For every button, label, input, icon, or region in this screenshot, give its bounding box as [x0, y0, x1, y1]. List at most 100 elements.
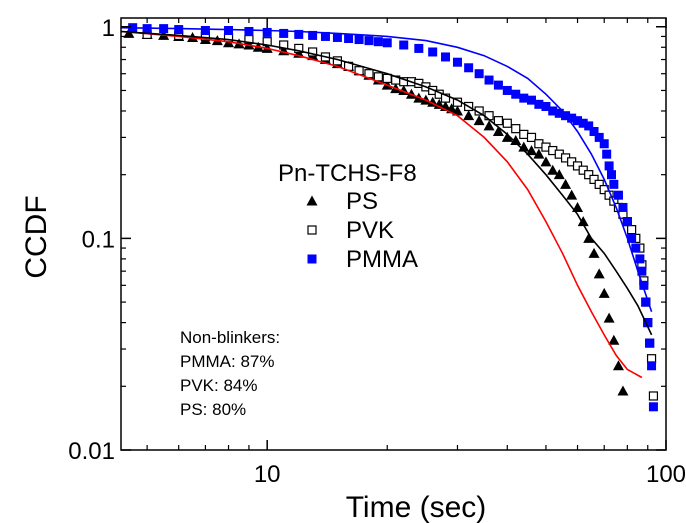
- data-point: [577, 216, 589, 227]
- annotation-line-3: PVK: 84%: [180, 376, 258, 395]
- data-point: [527, 95, 537, 105]
- data-point: [618, 202, 628, 212]
- legend-entry-pmma: PMMA: [307, 246, 418, 273]
- data-point: [648, 391, 659, 401]
- data-point: [501, 131, 513, 142]
- plot-frame: [120, 17, 667, 451]
- data-point: [414, 43, 424, 53]
- data-point: [451, 105, 463, 116]
- fit-line-pmma-fit: [120, 26, 653, 313]
- data-point: [399, 40, 409, 50]
- data-point: [308, 47, 318, 57]
- fit-line-pvk-fit: [120, 30, 653, 336]
- data-point: [566, 189, 578, 200]
- data-point: [589, 174, 599, 184]
- x-tick-label: 10: [254, 461, 281, 488]
- data-point: [440, 93, 451, 103]
- data-point: [262, 27, 272, 37]
- data-point: [373, 37, 383, 47]
- data-point: [493, 80, 503, 90]
- data-point: [502, 118, 512, 128]
- data-point: [510, 135, 522, 146]
- data-point: [643, 318, 653, 328]
- data-point: [428, 47, 438, 57]
- data-point: [572, 201, 584, 212]
- data-point: [493, 116, 504, 126]
- data-point: [511, 89, 521, 99]
- data-point: [441, 52, 451, 62]
- data-point: [648, 402, 658, 412]
- data-point: [612, 360, 624, 371]
- legend-label: PVK: [346, 217, 394, 244]
- data-point: [483, 120, 495, 131]
- data-point: [452, 57, 462, 67]
- data-point: [200, 26, 210, 36]
- data-point: [364, 36, 374, 46]
- data-point: [627, 233, 637, 243]
- data-point: [463, 110, 475, 121]
- data-point: [320, 31, 330, 41]
- data-point: [622, 217, 632, 227]
- data-point: [224, 26, 234, 36]
- data-point: [547, 164, 559, 175]
- legend-title: Pn-TCHS-F8: [278, 160, 417, 187]
- y-tick-label: 0.01: [68, 438, 115, 465]
- data-point: [382, 73, 392, 84]
- data-point: [294, 43, 304, 54]
- data-point: [519, 129, 529, 139]
- plot-marks: [120, 23, 659, 412]
- x-axis-title: Time (sec): [346, 491, 487, 523]
- data-point: [645, 338, 655, 348]
- data-point: [609, 179, 619, 189]
- data-point: [594, 179, 604, 189]
- data-point: [332, 32, 342, 42]
- data-point: [603, 312, 615, 323]
- data-point: [534, 99, 544, 109]
- annotation-line-1: Non-blinkers:: [180, 328, 280, 347]
- data-point: [174, 25, 184, 35]
- data-point: [593, 268, 605, 279]
- data-point: [244, 26, 254, 36]
- data-point: [604, 161, 614, 171]
- legend-entry-ps: PS: [306, 188, 378, 215]
- data-point: [502, 85, 512, 95]
- fit-line-ps-fit: [120, 30, 643, 379]
- data-point: [518, 141, 530, 152]
- y-tick-label: 0.1: [82, 226, 115, 253]
- data-point: [647, 361, 657, 371]
- annotation-line-4: PS: 80%: [180, 400, 246, 419]
- data-point: [548, 106, 558, 116]
- data-point: [464, 63, 474, 73]
- data-point: [511, 124, 521, 134]
- data-point: [589, 126, 599, 136]
- data-point: [584, 121, 594, 131]
- data-point: [606, 170, 616, 180]
- data-point: [608, 334, 620, 345]
- data-point: [583, 232, 595, 243]
- data-point: [294, 29, 304, 39]
- data-point: [635, 254, 645, 264]
- data-point: [567, 113, 577, 123]
- data-point: [553, 169, 565, 180]
- data-point: [631, 243, 641, 253]
- data-point: [584, 170, 594, 180]
- axis-ticks: 10 100 0.01 0.1 1: [68, 15, 686, 488]
- y-axis-title: CCDF: [20, 195, 53, 278]
- data-point: [279, 40, 289, 50]
- data-point: [474, 69, 484, 79]
- data-point: [433, 98, 445, 109]
- data-point: [573, 116, 583, 126]
- data-point: [554, 108, 564, 118]
- legend-marker: [307, 225, 317, 235]
- data-point: [617, 385, 629, 396]
- data-point: [492, 125, 504, 136]
- data-point: [598, 287, 610, 298]
- data-point: [533, 148, 545, 159]
- data-point: [588, 247, 600, 258]
- annotation-line-2: PMMA: 87%: [180, 352, 274, 371]
- data-point: [639, 280, 649, 290]
- data-point: [519, 93, 529, 103]
- legend-entry-pvk: PVK: [307, 217, 394, 244]
- data-point: [602, 149, 612, 159]
